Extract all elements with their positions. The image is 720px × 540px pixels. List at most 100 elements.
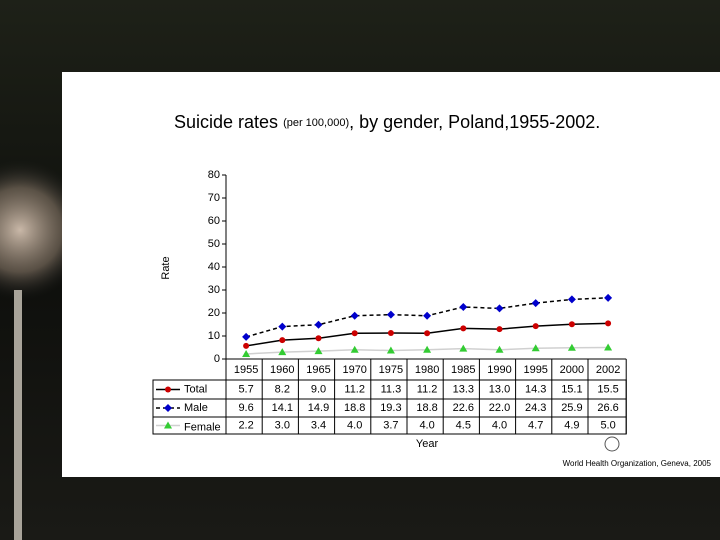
table-cell: 14.9: [308, 402, 329, 414]
x-tick-label: 1975: [379, 364, 403, 376]
y-tick-label: 80: [208, 169, 220, 181]
marker: [568, 321, 575, 328]
who-logo: [604, 436, 620, 452]
table-cell: 8.2: [275, 383, 290, 395]
table-cell: 11.2: [417, 383, 438, 395]
x-tick-label: 1990: [487, 364, 511, 376]
table-cell: 11.2: [344, 383, 365, 395]
marker: [532, 323, 539, 330]
table-cell: 4.7: [528, 419, 543, 431]
marker: [604, 343, 613, 351]
table-cell: 11.3: [381, 383, 402, 395]
x-tick-label: 1985: [451, 364, 475, 376]
x-tick-label: 1965: [306, 364, 330, 376]
legend-label: Male: [184, 402, 208, 414]
y-tick-label: 70: [208, 192, 220, 204]
table-cell: 9.6: [238, 402, 253, 414]
marker: [314, 320, 323, 329]
marker: [315, 335, 322, 342]
marker: [351, 330, 358, 337]
source: World Health Organization, Geneva, 2005: [563, 459, 712, 468]
marker: [496, 326, 503, 333]
marker: [164, 404, 172, 412]
marker: [423, 345, 432, 353]
marker: [242, 332, 251, 341]
table-cell: 19.3: [380, 402, 401, 414]
table-cell: 4.0: [347, 419, 362, 431]
table-cell: 4.0: [492, 419, 507, 431]
marker: [386, 310, 395, 319]
marker: [350, 311, 359, 320]
marker: [278, 322, 287, 331]
marker: [460, 325, 467, 332]
x-tick-label: 1960: [270, 364, 294, 376]
marker: [165, 386, 171, 393]
x-tick-label: 2000: [560, 364, 584, 376]
legend-label: Total: [184, 383, 207, 395]
marker: [567, 295, 576, 304]
legend-label: Female: [184, 421, 221, 433]
marker: [386, 346, 395, 354]
marker: [605, 320, 612, 327]
y-tick-label: 30: [208, 284, 220, 296]
marker: [278, 348, 287, 356]
x-tick-label: 1980: [415, 364, 439, 376]
table-cell: 22.6: [453, 402, 474, 414]
y-tick-label: 50: [208, 238, 220, 250]
marker: [495, 304, 504, 313]
marker: [242, 349, 251, 357]
y-tick-label: 40: [208, 261, 220, 273]
marker: [567, 343, 576, 351]
marker: [531, 344, 540, 352]
table-cell: 14.3: [525, 383, 546, 395]
y-tick-label: 0: [214, 353, 220, 365]
table-cell: 4.5: [456, 419, 471, 431]
table-cell: 18.8: [416, 402, 437, 414]
table-cell: 25.9: [561, 402, 582, 414]
x-tick-label: 1970: [342, 364, 366, 376]
chart-title: Suicide rates (per 100,000), by gender, …: [174, 112, 600, 132]
marker: [243, 342, 250, 349]
table-cell: 2.2: [238, 419, 253, 431]
table-cell: 13.0: [489, 383, 510, 395]
table-cell: 4.0: [419, 419, 434, 431]
table-cell: 9.0: [311, 383, 326, 395]
marker: [531, 299, 540, 308]
table-cell: 18.8: [344, 402, 365, 414]
y-tick-label: 10: [208, 330, 220, 342]
table-cell: 3.4: [311, 419, 326, 431]
y-tick-label: 20: [208, 307, 220, 319]
y-axis-label: Rate: [160, 256, 172, 279]
table-cell: 13.3: [453, 383, 474, 395]
table-cell: 22.0: [489, 402, 510, 414]
marker: [423, 311, 432, 320]
marker: [164, 421, 172, 429]
x-tick-label: 2002: [596, 364, 620, 376]
marker: [350, 345, 359, 353]
table-cell: 15.5: [597, 383, 618, 395]
table-cell: 5.7: [238, 383, 253, 395]
table-cell: 3.0: [275, 419, 290, 431]
marker: [424, 330, 431, 337]
plot: 0 10 20 30 40 50 60 70 80 1955 1960 1965 1970 1975 198…: [152, 169, 627, 435]
x-tick-label: 1995: [523, 364, 547, 376]
x-axis-label: Year: [416, 438, 439, 450]
marker: [387, 330, 394, 337]
table-cell: 24.3: [525, 402, 546, 414]
marker: [495, 345, 504, 353]
chart-panel: [62, 72, 720, 477]
table-cell: 26.6: [597, 402, 618, 414]
table-cell: 14.1: [272, 402, 293, 414]
marker: [314, 347, 323, 355]
table-cell: 5.0: [600, 419, 615, 431]
marker: [459, 344, 468, 352]
x-tick-label: 1955: [234, 364, 258, 376]
table-cell: 3.7: [383, 419, 398, 431]
table-cell: 4.9: [564, 419, 579, 431]
marker: [604, 293, 613, 302]
dandelion-stem: [14, 290, 22, 540]
marker: [279, 337, 286, 344]
table-cell: 15.1: [561, 383, 582, 395]
